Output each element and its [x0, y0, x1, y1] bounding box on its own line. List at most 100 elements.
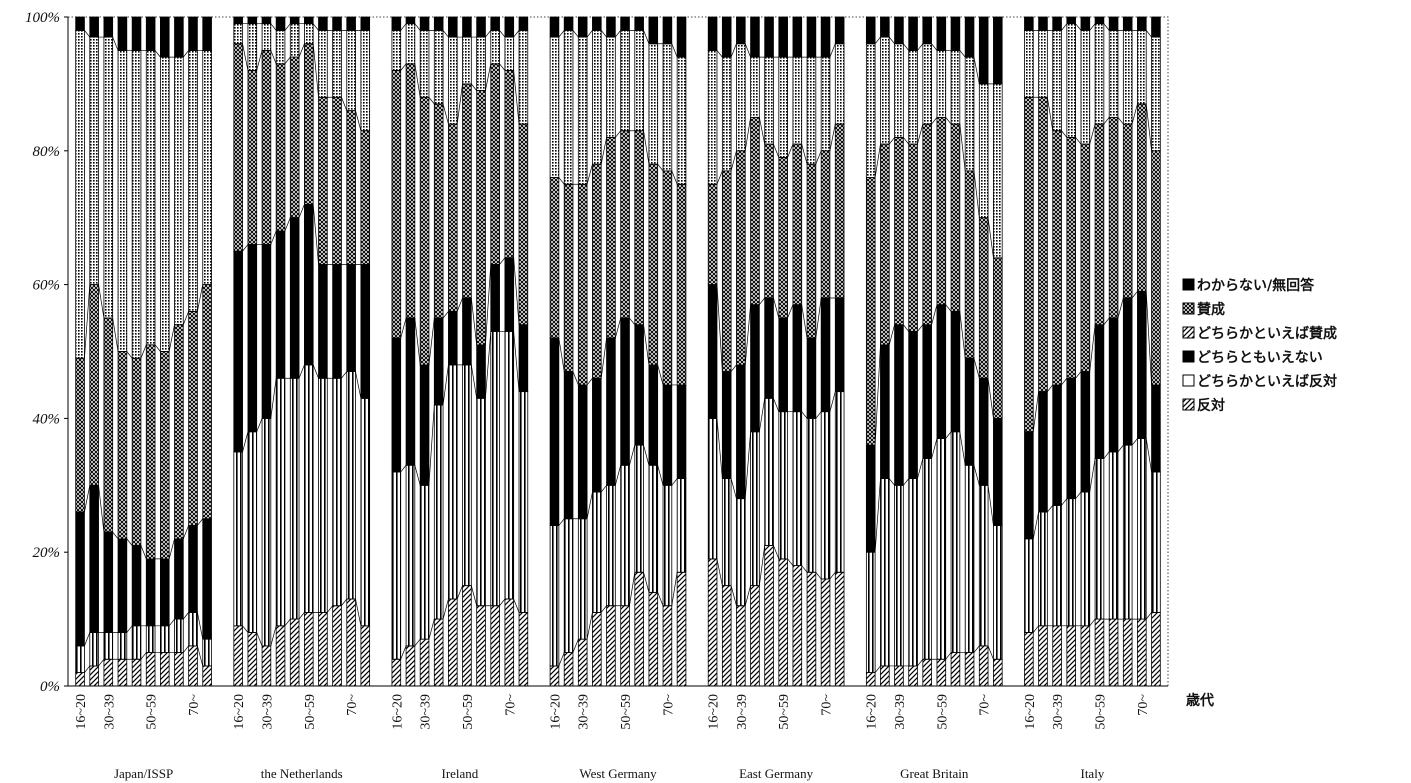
bar-segment [188, 50, 198, 312]
bar-segment [117, 50, 128, 352]
legend-label: どちらともいえない [1197, 350, 1323, 366]
bar-segment [304, 203, 314, 366]
bar-segment [721, 56, 732, 172]
bar-segment [950, 123, 961, 312]
bar-segment [476, 90, 486, 346]
bar-segment [261, 23, 272, 51]
group-label: East Germany [739, 766, 814, 781]
bar-segment [993, 525, 1003, 660]
x-tick-label: 30~39 [419, 694, 434, 730]
bar-segment [1038, 391, 1048, 513]
x-tick-label: 50~59 [303, 694, 318, 730]
bar-segment [894, 43, 904, 138]
bar-segment [764, 143, 774, 299]
bar-segment [332, 29, 342, 98]
bar-segment [820, 56, 831, 152]
group-label: Italy [1080, 766, 1104, 781]
y-tick-label: 40% [33, 411, 61, 427]
series-connector-line [550, 317, 686, 386]
bar-segment [978, 377, 989, 486]
bar-segment [188, 525, 198, 613]
bar-segment [462, 83, 472, 299]
bar-segment [721, 16, 732, 58]
bar-segment [634, 571, 644, 687]
series-connector-line [391, 23, 528, 38]
bar-segment [360, 397, 371, 627]
bar-segment [89, 16, 99, 38]
bar-segment [476, 344, 486, 399]
bar-segment [448, 598, 458, 687]
bar-segment [936, 438, 947, 660]
bar-segment [865, 551, 876, 674]
bar-segment [419, 96, 430, 366]
bar-segment [174, 538, 184, 620]
bar-segment [721, 170, 732, 372]
bar-segment [648, 16, 659, 45]
bar-segment [620, 605, 630, 687]
bar-segment [750, 304, 760, 433]
bar-segment [549, 665, 560, 687]
bar-segment [202, 50, 212, 285]
bar-segment [736, 364, 746, 500]
bar-segment [922, 123, 932, 326]
bar-segment [764, 545, 774, 687]
bar-segment [721, 585, 732, 687]
bar-segment [736, 43, 746, 152]
bar-segment [1052, 16, 1062, 31]
bar-segment [764, 56, 774, 145]
bar-segment [1151, 150, 1161, 386]
bar-segment [1052, 384, 1062, 506]
bar-segment [1024, 632, 1034, 687]
bar-segment [159, 625, 170, 653]
bar-segment [1137, 16, 1147, 31]
bar-segment [908, 331, 918, 480]
bar-segment [490, 16, 500, 31]
bar-segment [806, 56, 817, 165]
bar-segment [346, 110, 356, 265]
bar-segment [1066, 377, 1076, 500]
series-connector-line [233, 598, 370, 647]
bar-segment [103, 632, 114, 660]
series-connector-line [1024, 438, 1161, 540]
bar-segment [1108, 317, 1119, 453]
bar-segment [188, 612, 198, 647]
series-connector-line [550, 130, 686, 185]
bar-segment [304, 16, 314, 25]
bar-segment [332, 605, 342, 687]
bar-segment [950, 652, 961, 687]
bar-segment [75, 645, 85, 674]
bar-segment [820, 16, 831, 58]
legend-label: 反対 [1197, 397, 1225, 414]
bar-segment [1108, 16, 1119, 31]
bar-segment [504, 257, 515, 332]
series-connector-line [866, 304, 1003, 446]
bar-segment [233, 250, 243, 453]
bar-segment [648, 43, 659, 165]
bar-segment [880, 478, 890, 667]
bar-segment [620, 130, 630, 319]
bar-segment [275, 29, 286, 65]
series-connector-line [866, 36, 1003, 85]
bar-segment [405, 645, 416, 687]
bar-segment [1122, 444, 1133, 620]
bar-segment [448, 123, 458, 312]
bar-segment [405, 317, 416, 466]
bar-segment [936, 304, 947, 439]
bar-segment [620, 16, 630, 31]
bar-segment [131, 625, 142, 660]
x-tick-label: 16~20 [865, 694, 880, 730]
bar-segment [577, 16, 588, 38]
bar-segment [405, 16, 416, 25]
bar-segment [1137, 103, 1147, 292]
series-connector-line [708, 545, 845, 607]
bar-segment [391, 70, 402, 339]
bar-segment [202, 284, 212, 520]
bar-segment [620, 464, 630, 607]
x-tick-label: 70~ [820, 694, 835, 716]
series-connector-line [866, 117, 1003, 259]
bar-segment [131, 50, 142, 359]
bar-segment [490, 605, 500, 687]
group-label: Great Britain [900, 766, 969, 781]
bar-segment [736, 150, 746, 366]
bar-segment [563, 371, 574, 520]
